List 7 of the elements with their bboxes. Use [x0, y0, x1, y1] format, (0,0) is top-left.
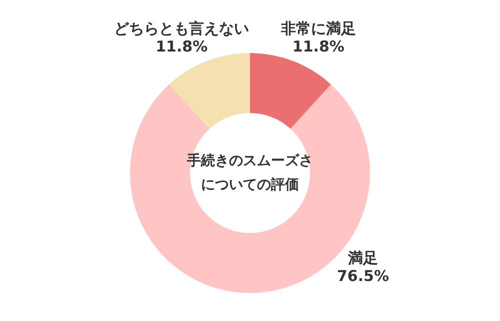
slice-label: 非常に満足	[280, 20, 356, 38]
slice-label: 満足	[346, 248, 378, 267]
data-label: 11.8%	[292, 38, 344, 56]
data-label: 11.8%	[156, 38, 208, 56]
text: 手続きのスムーズさについての評価	[186, 152, 314, 195]
data-label: 76.5%	[336, 266, 390, 285]
slice-label: どちらとも言えない	[114, 20, 250, 38]
